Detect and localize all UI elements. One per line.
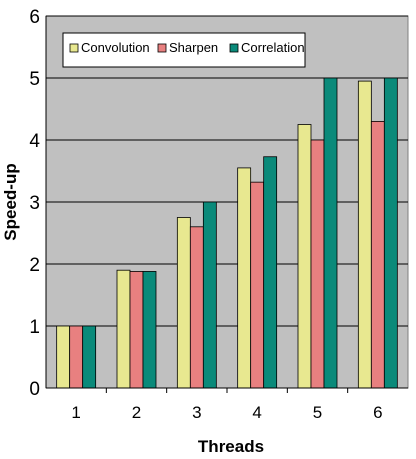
x-tick-labels: 1 2 3 4 5 6	[71, 388, 383, 422]
bar-sharpen-2	[129, 271, 144, 389]
y-tick-label: 1	[29, 317, 40, 338]
y-tick-label: 3	[29, 193, 40, 214]
legend-label-convolution: Convolution	[81, 40, 150, 55]
legend: Convolution Sharpen Correlation	[62, 32, 306, 68]
bar-correlation-6	[383, 77, 398, 389]
y-tick-label: 2	[29, 255, 40, 276]
y-tick-labels: 0 1 2 3 4 5 6	[29, 7, 40, 400]
legend-swatch-convolution	[69, 43, 79, 53]
x-tick-label: 4	[252, 403, 261, 422]
x-tick-label: 1	[71, 403, 80, 422]
y-tick-label: 4	[29, 131, 40, 152]
legend-swatch-correlation	[229, 43, 239, 53]
bar-correlation-3	[202, 201, 217, 389]
legend-box	[62, 32, 306, 68]
y-tick-label: 6	[29, 7, 40, 28]
x-tick-label: 6	[373, 403, 382, 422]
bar-convolution-1	[56, 325, 71, 389]
x-tick-label: 5	[313, 403, 322, 422]
bar-sharpen-4	[250, 181, 265, 389]
y-tick-label: 5	[29, 69, 40, 90]
bar-correlation-4	[263, 156, 278, 389]
bar-convolution-5	[297, 124, 312, 389]
bar-convolution-3	[176, 217, 191, 389]
x-tick-label: 2	[132, 403, 141, 422]
bar-sharpen-6	[370, 121, 385, 389]
legend-label-sharpen: Sharpen	[169, 40, 218, 55]
bar-sharpen-5	[310, 139, 325, 389]
bar-sharpen-1	[69, 325, 84, 389]
y-axis-title: Speed-up	[1, 163, 20, 240]
x-tick-label: 3	[192, 403, 201, 422]
bar-convolution-4	[237, 167, 252, 389]
bar-correlation-5	[323, 77, 338, 389]
legend-swatch-sharpen	[157, 43, 167, 53]
bar-convolution-2	[116, 269, 131, 389]
legend-label-correlation: Correlation	[241, 40, 305, 55]
bars	[56, 77, 398, 389]
bar-correlation-1	[82, 325, 97, 389]
bar-correlation-2	[142, 271, 157, 389]
gridlines	[46, 15, 408, 327]
x-axis-title: Threads	[198, 437, 264, 456]
y-tick-label: 0	[29, 379, 40, 400]
bar-convolution-6	[357, 80, 372, 389]
bar-sharpen-3	[189, 226, 204, 389]
